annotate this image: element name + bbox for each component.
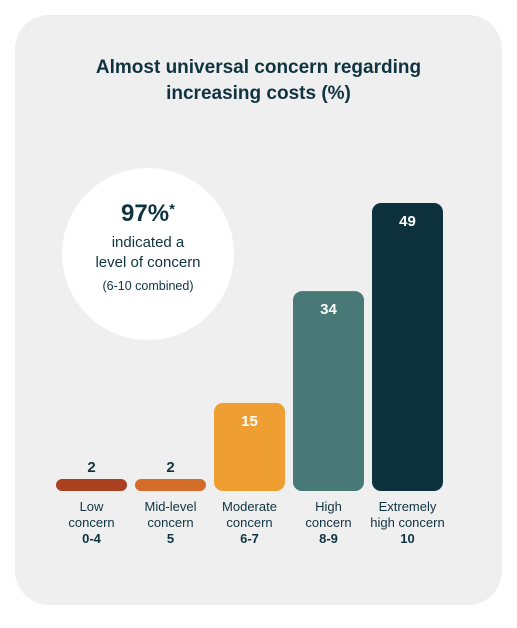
category-label-5-line-2: high concern [370,515,444,530]
callout-text-line-2: level of concern [95,254,201,271]
bar-1 [56,479,127,491]
bar-value-label-3: 15 [241,413,258,430]
category-label-1-line-2: concern [68,515,114,530]
category-label-2-line-1: Mid-level [144,499,196,514]
category-label-1-line-1: Low [80,499,104,514]
category-label-3-line-2: concern [226,515,272,530]
category-label-4-line-1: High [315,499,342,514]
bar-3 [214,402,285,491]
category-label-4-range: 8-9 [319,531,338,546]
category-label-3-line-1: Moderate [222,499,277,514]
chart-title: Almost universal concern regarding incre… [0,55,517,107]
bar-value-label-1: 2 [87,459,95,476]
category-label-3-range: 6-7 [240,531,259,546]
bar-5 [372,203,443,491]
category-label-2-range: 5 [167,531,174,546]
callout-note: (6-10 combined) [102,279,194,293]
chart-title-line-2: increasing costs (%) [166,83,351,104]
bar-value-label-5: 49 [399,213,416,230]
chart-title-line-1: Almost universal concern regarding [95,57,422,78]
category-label-1-range: 0-4 [82,531,102,546]
callout-asterisk: * [169,201,175,218]
callout-percent: 97% [121,200,170,227]
bar-value-label-4: 34 [320,301,337,318]
category-label-5-range: 10 [400,531,414,546]
bar-4 [293,291,364,491]
callout-text-line-1: indicated a [111,234,185,251]
summary-callout: 97%* indicated a level of concern (6-10 … [62,168,234,340]
category-label-5-line-1: Extremely [379,499,437,514]
bar-2 [135,479,206,491]
bar-value-label-2: 2 [166,459,174,476]
callout-value: 97%* [62,200,234,228]
category-label-2-line-2: concern [147,515,193,530]
category-label-4-line-2: concern [305,515,351,530]
